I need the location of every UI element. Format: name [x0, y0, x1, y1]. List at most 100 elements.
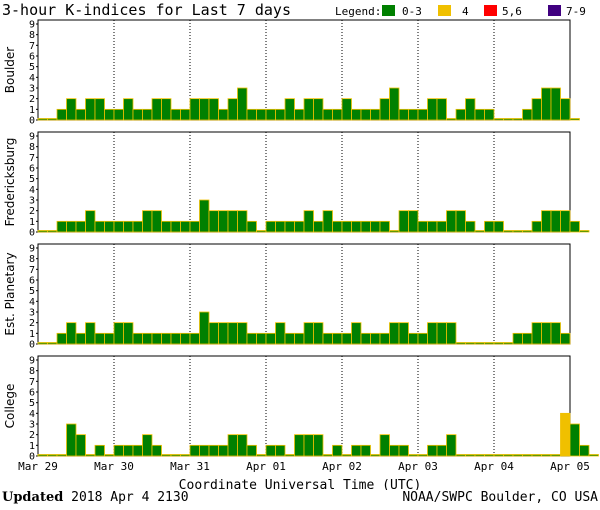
- kp-bar: [436, 322, 447, 345]
- x-axis-label: Coordinate Universal Time (UTC): [179, 478, 422, 490]
- kp-bar: [37, 342, 48, 345]
- kp-bar: [360, 444, 371, 457]
- kp-bar: [522, 108, 533, 121]
- kp-bar: [218, 322, 229, 345]
- kp-bar: [85, 98, 96, 121]
- kp-bar: [579, 230, 590, 233]
- legend-swatch-2: [484, 5, 497, 16]
- kp-bar: [341, 220, 352, 233]
- chart-title: 3-hour K-indices for Last 7 days: [2, 1, 291, 19]
- x-tick-label: Apr 01: [246, 460, 286, 473]
- kp-bar: [493, 118, 504, 121]
- kp-bar: [569, 423, 580, 457]
- kp-bar: [370, 454, 381, 457]
- kp-bar: [341, 332, 352, 345]
- y-tick-label: 5: [29, 398, 35, 409]
- kp-bar: [294, 434, 305, 457]
- x-tick-label: Apr 03: [398, 460, 438, 473]
- kp-bar: [227, 322, 238, 345]
- kp-bar: [379, 332, 390, 345]
- kp-bar: [417, 454, 428, 457]
- station-label: Fredericksburg: [3, 138, 17, 227]
- kp-bar: [351, 444, 362, 457]
- kp-bar: [370, 220, 381, 233]
- kp-bar: [142, 210, 153, 233]
- kp-bar: [313, 220, 324, 233]
- y-tick-label: 9: [29, 356, 35, 367]
- kp-bar: [170, 220, 181, 233]
- kp-bar: [379, 98, 390, 121]
- kp-bar: [389, 322, 400, 345]
- kp-bar: [341, 98, 352, 121]
- data-source: NOAA/SWPC Boulder, CO USA: [402, 490, 598, 505]
- kp-bar: [199, 311, 210, 345]
- y-tick-label: 8: [29, 30, 35, 41]
- kp-bar: [66, 220, 77, 233]
- kp-bar: [332, 444, 343, 457]
- kp-bar: [351, 322, 362, 345]
- kp-bar: [170, 108, 181, 121]
- y-tick-label: 5: [29, 62, 35, 73]
- y-tick-label: 3: [29, 308, 35, 319]
- kp-bar: [436, 98, 447, 121]
- kp-bar: [560, 412, 571, 457]
- kp-bar: [256, 332, 267, 345]
- kp-bar: [189, 444, 200, 457]
- kp-bar: [560, 98, 571, 121]
- kp-bar: [66, 98, 77, 121]
- y-tick-label: 2: [29, 318, 35, 329]
- y-tick-label: 4: [29, 409, 35, 420]
- kp-bar: [94, 98, 105, 121]
- kp-bar: [47, 230, 58, 233]
- y-tick-label: 4: [29, 73, 35, 84]
- kp-bar: [588, 454, 599, 457]
- kp-bar: [56, 332, 67, 345]
- kp-bar: [294, 332, 305, 345]
- kp-bar: [75, 108, 86, 121]
- kp-bar: [417, 332, 428, 345]
- kp-bar: [180, 108, 191, 121]
- kp-bar: [161, 454, 172, 457]
- y-tick-label: 9: [29, 244, 35, 255]
- kp-bar: [303, 210, 314, 233]
- kp-bar: [370, 332, 381, 345]
- station-label: Boulder: [3, 47, 17, 94]
- updated-timestamp: Updated 2018 Apr 4 2130: [2, 490, 189, 505]
- kp-bar: [123, 322, 134, 345]
- y-tick-label: 4: [29, 297, 35, 308]
- kp-bar: [94, 444, 105, 457]
- kp-bar: [427, 444, 438, 457]
- kp-bar: [275, 108, 286, 121]
- kp-bar: [531, 322, 542, 345]
- kp-bar: [360, 220, 371, 233]
- kp-bar: [379, 220, 390, 233]
- kp-bar: [332, 108, 343, 121]
- k-index-chart: 3-hour K-indices for Last 7 days Legend:…: [2, 1, 599, 490]
- kp-bar: [37, 230, 48, 233]
- kp-bar: [370, 108, 381, 121]
- legend-item-label-3: 7-9: [566, 5, 586, 18]
- legend-swatch-3: [548, 5, 561, 16]
- kp-bar: [199, 199, 210, 233]
- kp-bar: [465, 98, 476, 121]
- kp-bar: [436, 220, 447, 233]
- kp-bar: [465, 220, 476, 233]
- kp-bar: [322, 332, 333, 345]
- kp-bar: [550, 210, 561, 233]
- legend-swatch-0: [382, 5, 395, 16]
- kp-bar: [227, 98, 238, 121]
- kp-bar: [208, 210, 219, 233]
- legend: Legend: 0-3 4 5,6 7-9: [335, 5, 586, 18]
- kp-bar: [170, 332, 181, 345]
- kp-bar: [180, 332, 191, 345]
- kp-bar: [180, 220, 191, 233]
- kp-bar: [522, 332, 533, 345]
- kp-bar: [541, 322, 552, 345]
- kp-bar: [446, 118, 457, 121]
- kp-bar: [408, 108, 419, 121]
- kp-bar: [142, 434, 153, 457]
- kp-bar: [208, 444, 219, 457]
- kp-bar: [379, 434, 390, 457]
- kp-bar: [75, 220, 86, 233]
